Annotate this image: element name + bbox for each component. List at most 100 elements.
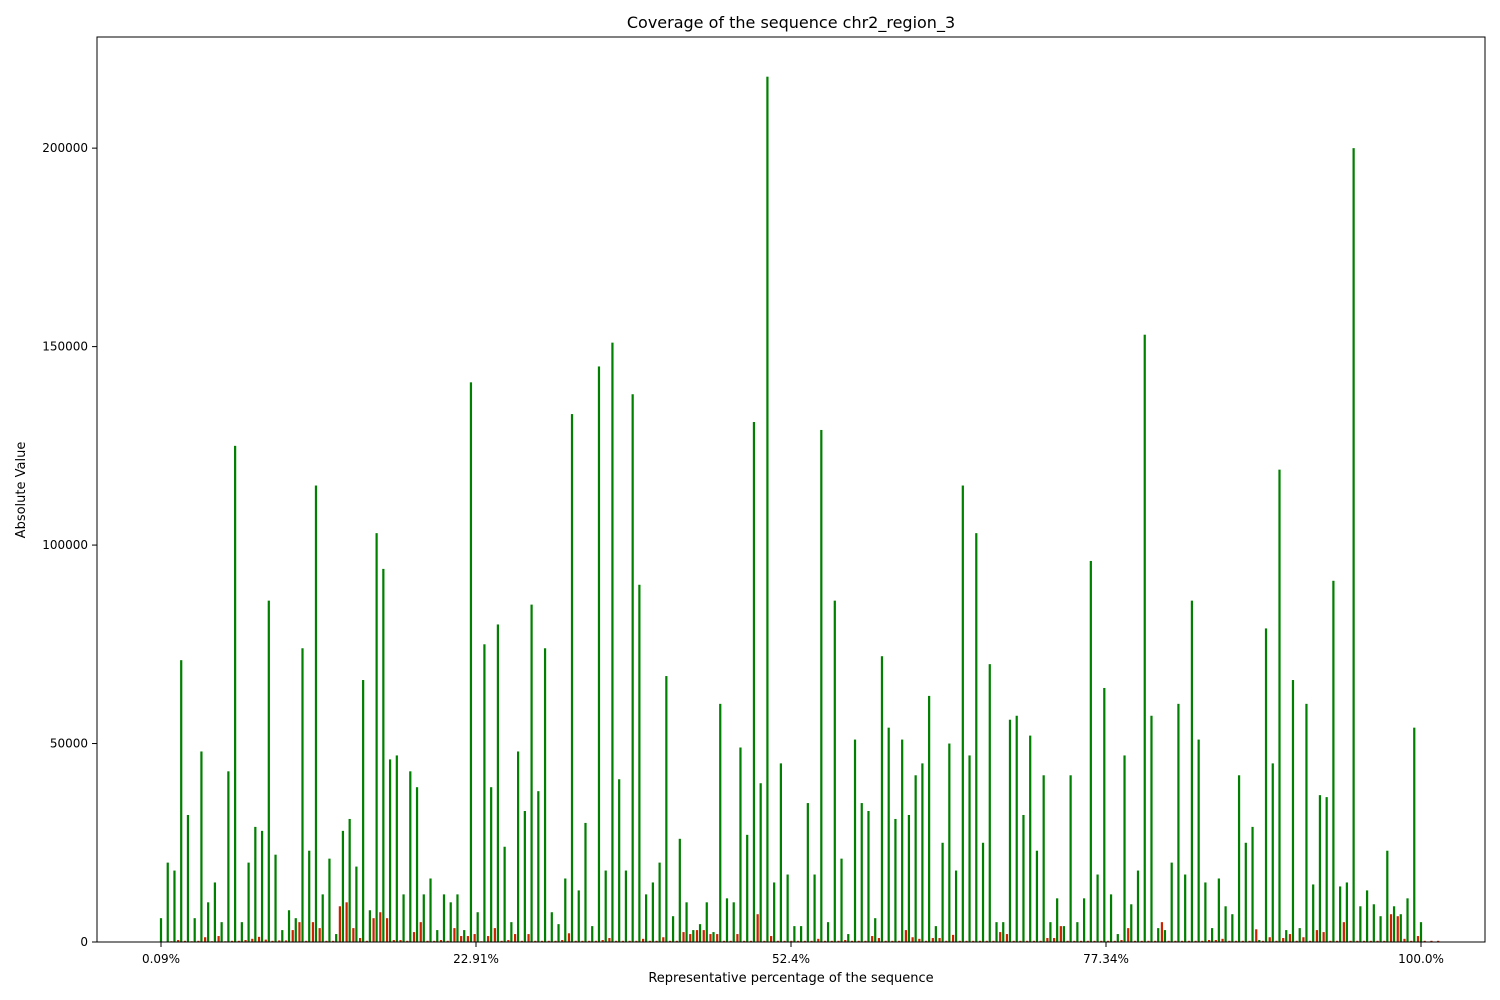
series-b-bar-83 (722, 940, 726, 942)
series-b-bar-160 (1241, 940, 1244, 942)
series-a-bar-136 (1076, 922, 1079, 942)
series-a-bar-52 (510, 922, 513, 942)
series-b-bar-97 (817, 938, 820, 942)
x-axis-label: Representative percentage of the sequenc… (648, 971, 933, 986)
series-b-bar-114 (931, 938, 934, 942)
series-a-bar-146 (1143, 334, 1146, 942)
series-a-bar-79 (692, 930, 695, 942)
series-a-bar-78 (685, 902, 688, 942)
series-a-bar-53 (517, 751, 520, 942)
series-a-bar-175 (1339, 886, 1342, 942)
series-b-bar-75 (668, 940, 672, 942)
series-a-bar-18 (281, 930, 284, 942)
series-a-bar-187 (1419, 922, 1423, 942)
series-b-bars (170, 902, 1440, 942)
series-b-bar-29 (359, 938, 362, 942)
series-b-bar-135 (1073, 940, 1076, 942)
series-b-bar-54 (527, 934, 530, 942)
series-a-bar-58 (550, 912, 553, 942)
series-a-bar-129 (1029, 735, 1032, 942)
chart-title: Coverage of the sequence chr2_region_3 (627, 13, 955, 33)
series-a-bar-20 (294, 918, 297, 942)
series-a-bar-46 (469, 382, 473, 943)
series-a-bar-35 (395, 755, 398, 942)
series-b-bar-177 (1356, 940, 1359, 942)
series-b-bar-52 (513, 934, 517, 942)
series-b-bar-139 (1100, 940, 1103, 942)
series-a-bar-21 (301, 648, 304, 942)
series-b-bar-81 (709, 934, 712, 942)
series-a-bar-31 (368, 910, 371, 942)
series-b-bar-8 (217, 936, 220, 942)
series-a-bar-120 (968, 755, 971, 942)
series-a-bar-5 (193, 918, 196, 942)
series-b-bar-157 (1221, 938, 1224, 942)
series-a-bar-161 (1244, 842, 1247, 942)
series-b-bar-73 (655, 940, 658, 942)
series-b-bar-159 (1234, 940, 1238, 942)
series-a-bar-68 (618, 779, 621, 942)
series-b-bar-107 (884, 940, 887, 942)
series-b-bar-132 (1053, 938, 1056, 942)
series-b-bar-137 (1086, 940, 1089, 942)
series-b-bar-46 (473, 934, 476, 942)
series-a-bar-171 (1312, 884, 1315, 942)
series-a-bar-124 (995, 922, 998, 942)
series-a-bar-110 (901, 739, 904, 942)
series-a-bar-160 (1237, 775, 1241, 942)
series-b-bar-165 (1275, 940, 1278, 942)
series-b-bar-35 (399, 940, 402, 942)
series-a-bar-82 (712, 932, 715, 942)
series-b-bar-148 (1160, 922, 1164, 942)
series-b-bar-42 (446, 940, 449, 942)
series-a-bar-144 (1130, 904, 1133, 942)
series-a-bar-140 (1103, 687, 1106, 942)
series-a-bar-2 (173, 870, 176, 942)
series-a-bar-125 (1002, 922, 1005, 942)
series-a-bar-77 (678, 838, 681, 942)
series-b-bar-44 (460, 936, 463, 942)
series-b-bar-12 (244, 940, 247, 942)
series-b-bar-103 (857, 940, 860, 942)
series-a-bar-103 (853, 739, 857, 942)
series-b-bar-158 (1228, 940, 1231, 942)
series-a-bar-19 (287, 910, 291, 942)
series-b-bar-113 (924, 940, 928, 942)
series-b-bar-187 (1423, 940, 1426, 942)
series-a-bar-24 (321, 894, 324, 942)
y-tick-label-4: 200000 (42, 141, 88, 155)
series-b-bar-5 (197, 940, 200, 942)
series-a-bar-117 (948, 743, 951, 942)
series-a-bar-66 (604, 870, 607, 942)
series-b-bar-183 (1396, 916, 1399, 942)
series-a-bar-173 (1325, 797, 1328, 942)
series-b-bar-116 (945, 940, 948, 942)
series-b-bar-147 (1154, 940, 1157, 942)
series-b-bar-14 (257, 936, 261, 942)
series-a-bar-4 (186, 814, 190, 942)
series-b-bar-11 (237, 940, 240, 942)
series-b-bar-95 (803, 940, 806, 942)
series-a-bar-3 (180, 660, 183, 942)
series-b-bar-98 (823, 940, 827, 942)
series-a-bar-92 (779, 763, 782, 942)
series-a-bar-81 (705, 902, 708, 942)
series-b-bar-30 (365, 940, 368, 942)
series-b-bar-164 (1268, 937, 1271, 942)
series-a-bar-45 (463, 930, 466, 942)
series-a-bar-150 (1170, 862, 1173, 942)
series-a-bar-147 (1150, 715, 1153, 942)
series-a-bar-67 (611, 342, 614, 942)
series-b-bar-110 (904, 930, 907, 942)
series-a-bar-165 (1271, 763, 1274, 942)
series-b-bar-140 (1106, 940, 1110, 942)
series-a-bar-151 (1177, 703, 1180, 942)
series-b-bar-6 (204, 937, 207, 942)
series-a-bar-169 (1298, 928, 1301, 942)
series-b-bar-128 (1026, 940, 1029, 942)
series-a-bar-158 (1224, 906, 1227, 942)
series-a-bar-41 (436, 930, 439, 942)
series-a-bar-181 (1379, 916, 1382, 942)
series-b-bar-188 (1430, 940, 1433, 942)
